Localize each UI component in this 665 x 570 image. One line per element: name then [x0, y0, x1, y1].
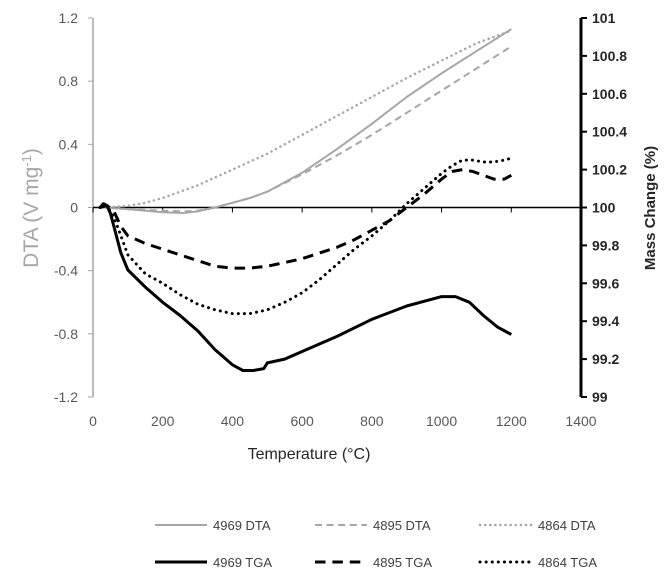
x-tick-label: 1000 — [426, 413, 457, 429]
y-right-tick-label: 99.2 — [592, 351, 619, 367]
y-right-tick-label: 100.2 — [592, 162, 627, 178]
legend-item: 4895 DTA — [315, 518, 431, 533]
legend-label: 4969 DTA — [213, 518, 271, 533]
y-left-tick-label: -1.2 — [54, 389, 78, 405]
series-layer — [98, 28, 513, 372]
x-axis-label: Temperature (°C) — [248, 446, 371, 463]
x-tick-label: 1400 — [565, 413, 596, 429]
legend-item: 4864 TGA — [478, 555, 597, 570]
y-right-tick-label: 100 — [592, 200, 616, 216]
legend-item: 4969 DTA — [155, 518, 271, 533]
y-right-tick-label: 99.6 — [592, 275, 619, 291]
x-tick-label: 600 — [290, 413, 314, 429]
y-right-tick-label: 99.4 — [592, 313, 619, 329]
y-axis-left-label-sup: -1 — [19, 155, 34, 167]
x-tick-label: 200 — [151, 413, 175, 429]
x-tick-label: 400 — [221, 413, 245, 429]
series-line-4969-dta — [103, 28, 512, 214]
series-line-4864-tga — [98, 156, 513, 316]
series-line-4864-dta — [102, 29, 513, 209]
y-left-tick-label: 0 — [70, 200, 78, 216]
legend-label: 4864 DTA — [538, 518, 596, 533]
y-left-tick-label: -0.4 — [54, 263, 78, 279]
y-left-tick-label: -0.8 — [54, 326, 78, 342]
y-left-tick-label: 1.2 — [59, 10, 79, 26]
y-axis-left-label-end: ) — [20, 148, 43, 155]
y-axis-left-label-base: DTA (V mg — [20, 167, 43, 268]
y-left-tick-label: 0.4 — [59, 136, 79, 152]
series-line-4895-dta — [103, 45, 512, 213]
y-right-tick-label: 100.6 — [592, 86, 627, 102]
x-tick-label: 1200 — [496, 413, 527, 429]
y-right-tick-label: 99.8 — [592, 237, 619, 253]
series-line-4969-tga — [98, 202, 513, 372]
series-line-4895-tga — [99, 168, 513, 270]
legend-label: 4969 TGA — [213, 555, 272, 570]
y-right-tick-label: 99 — [592, 389, 608, 405]
legend-label: 4895 TGA — [373, 555, 432, 570]
legend-item: 4969 TGA — [155, 555, 272, 570]
y-left-tick-label: 0.8 — [59, 73, 79, 89]
y-right-tick-label: 100.8 — [592, 48, 627, 64]
x-tick-label: 800 — [360, 413, 384, 429]
legend-item: 4864 DTA — [478, 518, 596, 533]
y-right-tick-label: 100.4 — [592, 124, 627, 140]
legend-label: 4864 TGA — [538, 555, 597, 570]
tick-labels: 0 200 400 600 800 1000 1200 1400 1.2 0.8 0.4 0 -0.4 -… — [54, 10, 627, 429]
legend-label: 4895 DTA — [373, 518, 431, 533]
x-tick-label: 0 — [89, 413, 97, 429]
legend-item: 4895 TGA — [315, 555, 432, 570]
y-right-tick-label: 101 — [592, 10, 616, 26]
axes — [88, 17, 587, 398]
legend: 4969 DTA 4895 DTA 4864 DTA 4969 TGA 4895 TGA… — [155, 518, 597, 570]
y-axis-left-label: DTA (V mg-1) — [19, 148, 44, 268]
y-axis-right-label: Mass Change (%) — [642, 146, 659, 270]
